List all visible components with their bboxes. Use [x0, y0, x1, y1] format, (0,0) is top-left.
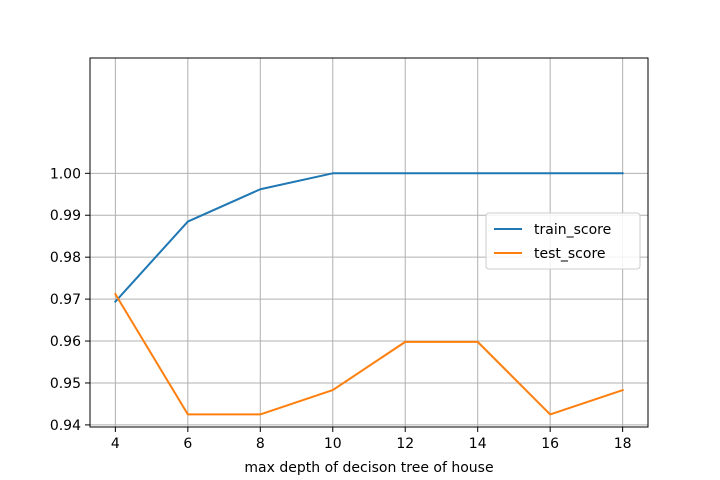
- y-tick-label: 0.96: [50, 334, 81, 350]
- series-line-train-score: [113, 172, 624, 304]
- y-tick-label: 0.99: [50, 208, 81, 224]
- x-tick-label: 8: [256, 436, 265, 452]
- series-line-test-score: [113, 292, 624, 416]
- series-lines: [113, 172, 624, 416]
- axis-ticks: 4 6 8 10 12 14 16 18 0.94 0.95 0.96 0.97 0.98 0.99 1.0…: [50, 166, 632, 452]
- y-tick-label: 0.97: [50, 292, 81, 308]
- x-tick-label: 10: [324, 436, 342, 452]
- legend-label: test_score: [534, 246, 606, 262]
- legend: train_score test_score: [485, 212, 641, 270]
- plot-frame: [89, 57, 649, 428]
- x-axis-label: max depth of decison tree of house: [244, 460, 493, 476]
- x-tick-label: 16: [541, 436, 559, 452]
- y-tick-label: 0.94: [50, 418, 81, 434]
- x-tick-label: 18: [614, 436, 632, 452]
- x-tick-label: 14: [469, 436, 487, 452]
- x-tick-label: 6: [183, 436, 192, 452]
- y-tick-label: 0.95: [50, 376, 81, 392]
- legend-box: [485, 212, 641, 270]
- y-tick-label: 0.98: [50, 250, 81, 266]
- legend-label: train_score: [534, 222, 611, 238]
- x-tick-label: 12: [396, 436, 414, 452]
- x-tick-label: 4: [111, 436, 120, 452]
- y-tick-label: 1.00: [50, 166, 81, 182]
